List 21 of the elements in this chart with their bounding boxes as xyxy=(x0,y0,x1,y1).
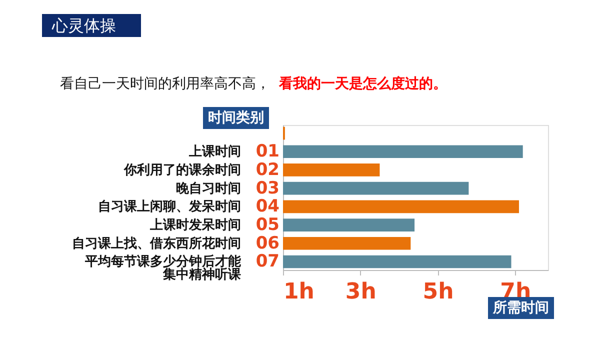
y-tick-label: 04 xyxy=(256,196,280,217)
y-tick-label: 01 xyxy=(256,142,280,162)
text: 晚自习时间 xyxy=(176,181,241,196)
y-tick-label: 02 xyxy=(256,160,280,180)
text: 你利用了的课余时间 xyxy=(123,162,241,178)
y-tick-label: 03 xyxy=(256,178,280,198)
text: 看我的一天是怎么度过的。 xyxy=(278,75,447,92)
x-tick-label: 3h xyxy=(345,280,376,304)
text: 上课时发呆时间 xyxy=(149,218,241,234)
text: 上课时间 xyxy=(188,144,241,160)
text: 自习课上闲聊、发呆时间 xyxy=(98,200,241,215)
y-tick-label: 07 xyxy=(256,252,280,272)
y-tick-label: 05 xyxy=(256,215,280,236)
y-axis-title: 时间类别 xyxy=(208,110,264,126)
text: 平均每节课多少分钟后才能集中精神听课 xyxy=(84,254,242,283)
x-tick-label: 1h xyxy=(284,280,314,304)
text: 看自己一天时间的利用率高不高， xyxy=(60,76,270,92)
text: 自习课上找、借东西所花时间 xyxy=(72,235,241,252)
x-tick-label: 5h xyxy=(422,280,454,304)
y-tick-label: 06 xyxy=(256,233,280,254)
text: 心灵体操 xyxy=(51,16,116,35)
